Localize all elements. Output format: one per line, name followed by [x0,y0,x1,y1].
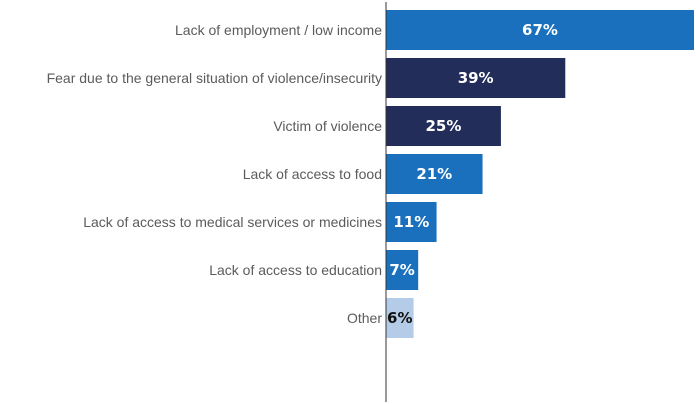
bar-4 [386,202,437,242]
bars-group: Lack of employment / low income 67% Fear d… [47,10,694,338]
category-label-5: Lack of access to education [209,262,382,278]
value-label-1: 39% [458,69,494,87]
value-label-2: 25% [426,117,462,135]
category-label-0: Lack of employment / low income [175,22,382,38]
value-label-6: 6% [387,309,412,327]
bar-2 [386,106,501,146]
bar-6 [386,298,414,338]
category-label-1: Fear due to the general situation of vio… [47,70,382,86]
category-label-6: Other [347,310,382,326]
value-label-4: 11% [393,213,429,231]
value-label-3: 21% [416,165,452,183]
value-label-5: 7% [389,261,414,279]
bar-5 [386,250,419,290]
value-label-0: 67% [522,21,558,39]
bar-3 [386,154,483,194]
category-label-3: Lack of access to food [243,166,382,182]
category-label-2: Victim of violence [273,118,382,134]
bar-1 [386,58,566,98]
category-label-4: Lack of access to medical services or me… [83,214,382,230]
bar-0 [386,10,694,50]
